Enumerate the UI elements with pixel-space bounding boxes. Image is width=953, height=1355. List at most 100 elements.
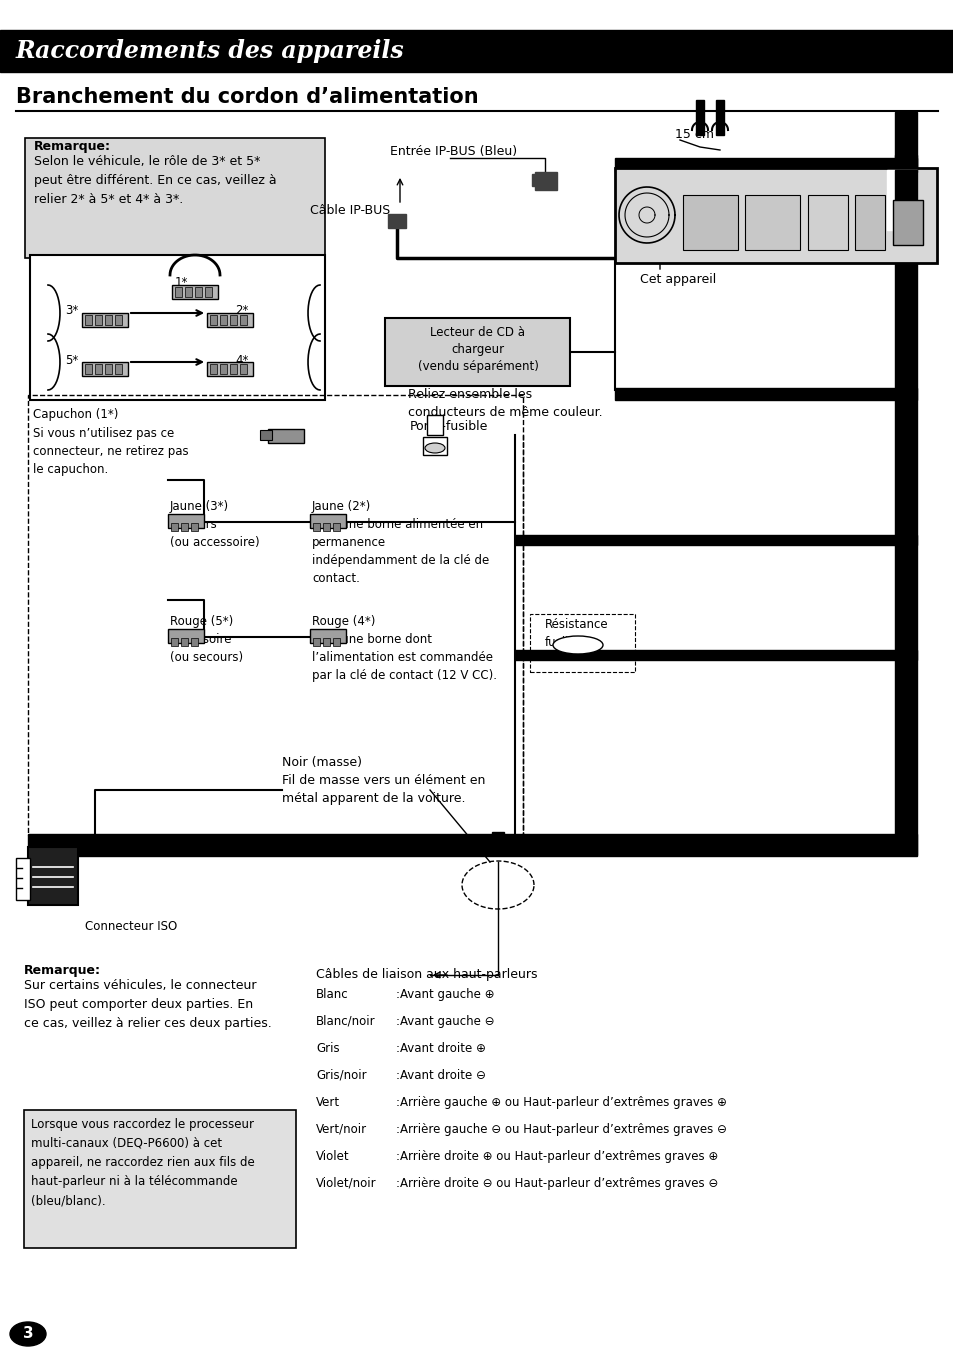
Text: :Avant droite ⊖: :Avant droite ⊖ [395,1069,485,1083]
Bar [886,169,916,230]
Bar [16,858,30,900]
Text: Branchement du cordon d’alimentation: Branchement du cordon d’alimentation [16,87,478,107]
Bar [171,523,178,531]
Bar [323,523,330,531]
Bar [333,638,339,646]
Bar [30,255,325,400]
Bar [207,362,253,375]
Bar [28,847,78,905]
Bar [532,173,537,186]
Bar [168,629,204,644]
Text: Reliez ensemble les
conducteurs de même couleur.: Reliez ensemble les conducteurs de même … [408,388,602,419]
Text: Remarque:: Remarque: [24,963,101,977]
Bar [615,168,936,263]
Bar [181,638,188,646]
Text: 3*: 3* [65,304,78,317]
Text: Connecteur ISO: Connecteur ISO [85,920,177,934]
Text: Gris: Gris [315,1042,339,1056]
Text: Entrée IP-BUS (Bleu): Entrée IP-BUS (Bleu) [390,145,517,159]
Bar [515,535,916,545]
Text: Noir (masse)
Fil de masse vers un élément en
métal apparent de la voiture.: Noir (masse) Fil de masse vers un élémen… [282,756,485,805]
Bar [191,638,198,646]
Text: :Avant gauche ⊖: :Avant gauche ⊖ [395,1015,494,1028]
Text: Blanc/noir: Blanc/noir [315,1015,375,1028]
Text: Selon le véhicule, le rôle de 3* et 5*
peut être différent. En ce cas, veillez à: Selon le véhicule, le rôle de 3* et 5* p… [34,154,276,206]
Bar [220,364,227,374]
Text: :Avant gauche ⊕: :Avant gauche ⊕ [395,988,494,1001]
Bar [682,195,738,251]
Bar [105,314,112,325]
Text: 4*: 4* [234,354,248,366]
Bar [260,430,272,440]
Bar [240,364,247,374]
Bar [313,638,319,646]
Bar [191,523,198,531]
Text: 5*: 5* [65,354,78,366]
Bar [535,172,557,190]
Ellipse shape [424,443,444,453]
Text: Vert/noir: Vert/noir [315,1123,367,1135]
Bar [105,364,112,374]
Ellipse shape [10,1322,46,1346]
Text: Blanc: Blanc [315,988,348,1001]
Bar [240,314,247,325]
Bar [894,154,916,855]
Bar [894,112,916,172]
Text: Résistance
fusible: Résistance fusible [544,618,608,649]
Ellipse shape [553,635,602,654]
Text: Violet/noir: Violet/noir [315,1177,376,1190]
Bar [95,364,102,374]
Bar [194,287,202,297]
Bar [171,638,178,646]
Bar [230,314,236,325]
Text: Porte-fusible: Porte-fusible [410,420,488,434]
Bar [716,100,723,136]
Text: Jaune (2*)
Vers une borne alimentée en
permanence
indépendamment de la clé de
co: Jaune (2*) Vers une borne alimentée en p… [312,500,489,585]
Bar [323,638,330,646]
Text: :Arrière gauche ⊕ ou Haut-parleur d’extrêmes graves ⊕: :Arrière gauche ⊕ ou Haut-parleur d’extr… [395,1096,726,1108]
Text: 3: 3 [23,1327,33,1341]
Bar [85,314,91,325]
Text: Lorsque vous raccordez le processeur
multi-canaux (DEQ-P6600) à cet
appareil, ne: Lorsque vous raccordez le processeur mul… [30,1118,254,1207]
Bar [854,195,884,251]
Bar [0,30,953,72]
Text: Lecteur de CD à
chargeur
(vendu séparément): Lecteur de CD à chargeur (vendu séparéme… [417,327,537,373]
Text: Cet appareil: Cet appareil [639,274,716,286]
Bar [615,159,916,172]
Text: Capuchon (1*)
Si vous n’utilisez pas ce
connecteur, ne retirez pas
le capuchon.: Capuchon (1*) Si vous n’utilisez pas ce … [33,408,189,477]
Bar [28,833,916,856]
Text: Gris/noir: Gris/noir [315,1069,366,1083]
Bar [515,650,916,660]
Bar [24,1110,295,1248]
Bar [172,285,218,299]
Bar [185,287,192,297]
Text: Vert: Vert [315,1096,340,1108]
Bar [205,287,212,297]
Text: Rouge (5*)
Accessoire
(ou secours): Rouge (5*) Accessoire (ou secours) [170,615,243,664]
Text: Raccordements des appareils: Raccordements des appareils [16,39,404,62]
Bar [422,438,447,455]
Text: 15 cm: 15 cm [675,127,714,141]
Text: Rouge (4*)
Vers une borne dont
l’alimentation est commandée
par la clé de contac: Rouge (4*) Vers une borne dont l’aliment… [312,615,497,682]
Bar [313,523,319,531]
Bar [333,523,339,531]
Bar [310,629,346,644]
Bar [492,832,503,844]
Bar [181,523,188,531]
Bar [25,138,325,257]
Bar [82,362,128,375]
Bar [696,100,703,136]
Bar [28,396,522,835]
Bar [220,314,227,325]
Bar [894,169,916,230]
Text: Violet: Violet [315,1150,349,1163]
Bar [207,313,253,327]
Text: Jaune (3*)
Secours
(ou accessoire): Jaune (3*) Secours (ou accessoire) [170,500,259,549]
Bar [115,314,122,325]
Text: :Arrière droite ⊖ ou Haut-parleur d’extrêmes graves ⊖: :Arrière droite ⊖ ou Haut-parleur d’extr… [395,1177,718,1190]
Bar [427,415,442,435]
Bar [210,364,216,374]
Bar [310,514,346,528]
Text: 2*: 2* [234,304,248,317]
Text: Câble IP-BUS: Câble IP-BUS [310,203,390,217]
